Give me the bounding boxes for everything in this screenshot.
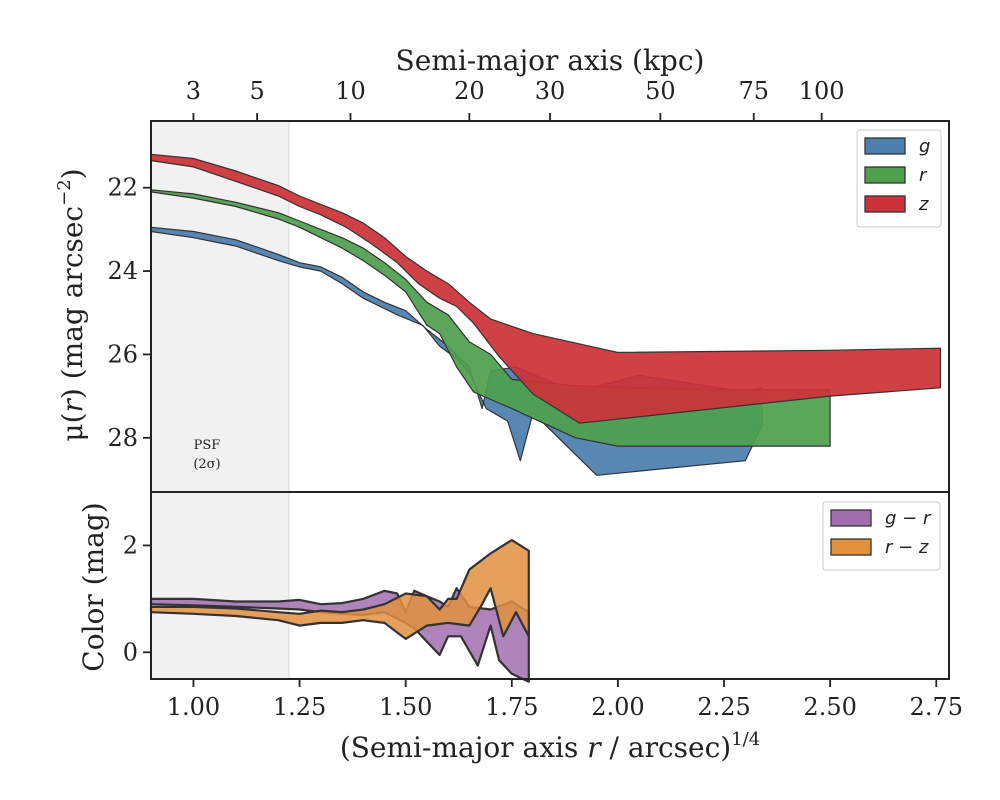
band-legend: grz <box>856 129 942 228</box>
color-y-ticks: 02 <box>123 531 151 666</box>
legend-swatch <box>864 137 906 155</box>
color-legend: g − r r − z <box>822 501 941 571</box>
top-axis-title: Semi-major axis (kpc) <box>396 44 705 77</box>
band-z <box>150 153 942 424</box>
legend-label: r − z <box>885 537 929 558</box>
y-tick-label: 28 <box>107 424 138 452</box>
x-tick-label: 1.00 <box>167 693 220 721</box>
band-rz <box>149 538 530 641</box>
kpc-tick-label: 75 <box>738 77 769 105</box>
kpc-tick-label: 20 <box>454 77 485 105</box>
kpc-tick-label: 3 <box>186 77 201 105</box>
x-tick-label: 2.25 <box>697 693 750 721</box>
x-tick-label: 1.25 <box>273 693 326 721</box>
top-y-ticks: 22 24 26 28 <box>107 174 151 452</box>
x-tick-label: 2.75 <box>910 693 963 721</box>
kpc-tick-label: 30 <box>535 77 566 105</box>
color-panel-frame <box>150 491 950 680</box>
legend-swatch <box>864 195 906 213</box>
y-axis-title: μ(r) (mag arcsec−2) <box>54 168 89 441</box>
legend-label: g <box>919 136 930 157</box>
color-y-tick-label: 2 <box>123 531 138 559</box>
color-bands <box>149 538 530 683</box>
band-r <box>150 189 831 447</box>
y-tick-label: 26 <box>107 340 138 368</box>
legend-label: z <box>918 194 929 215</box>
kpc-tick-label: 5 <box>249 77 264 105</box>
x-tick-label: 1.50 <box>379 693 432 721</box>
kpc-tick-label: 10 <box>335 77 366 105</box>
legend-label: g − r <box>885 508 932 529</box>
x-axis-title: (Semi-major axis r / arcsec)1/4 <box>340 729 760 764</box>
surface-brightness-bands <box>150 153 942 476</box>
x-ticks: 1.00 1.25 1.50 1.75 2.00 2.25 2.50 2.75 <box>167 679 963 721</box>
kpc-tick-label: 100 <box>799 77 845 105</box>
legend-swatch <box>864 166 906 184</box>
color-panel: 02 1.00 1.25 1.50 1.75 2.00 2.25 2.50 2.75 g − … <box>123 491 963 721</box>
legend-swatch <box>830 509 872 527</box>
kpc-tick-label: 50 <box>645 77 676 105</box>
color-axis-title: Color (mag) <box>77 502 110 671</box>
surface-brightness-panel: PSF (2σ) 22 24 26 28 3 5 10 20 30 50 75 100 grz <box>107 77 950 493</box>
psf-label-sigma: (2σ) <box>193 457 220 472</box>
psf-region <box>151 121 289 492</box>
legend-swatch <box>830 538 872 556</box>
legend-label: r <box>919 165 928 186</box>
x-tick-label: 1.75 <box>485 693 538 721</box>
y-tick-label: 24 <box>107 257 138 285</box>
x-tick-label: 2.00 <box>591 693 644 721</box>
top-axis-kpc-ticks: 3 5 10 20 30 50 75 100 <box>186 77 845 121</box>
psf-label: PSF <box>194 438 221 453</box>
color-y-tick-label: 0 <box>123 638 138 666</box>
psf-region-color <box>151 492 289 679</box>
y-tick-label: 22 <box>107 174 138 202</box>
x-tick-label: 2.50 <box>803 693 856 721</box>
